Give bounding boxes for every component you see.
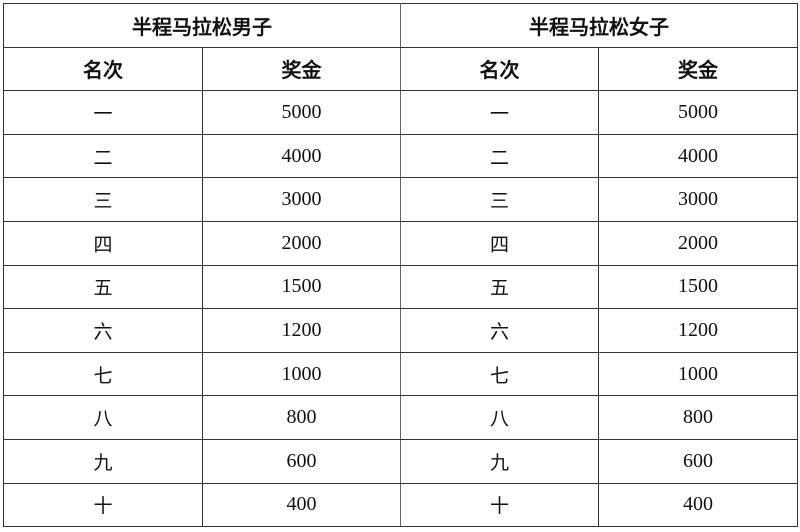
prize-cell: 3000 xyxy=(598,177,798,222)
rank-cell: 九 xyxy=(3,438,203,484)
rank-cell: 六 xyxy=(3,308,203,353)
prize-cell: 800 xyxy=(202,395,401,440)
col-header-prize: 奖金 xyxy=(598,46,798,92)
prize-cell: 1200 xyxy=(598,308,798,353)
prize-cell: 1500 xyxy=(202,264,401,310)
prize-table: 半程马拉松男子 半程马拉松女子 名次 奖金 名次 奖金 一 5000 一 5000 二 4… xyxy=(3,3,798,528)
rank-cell: 十 xyxy=(400,482,599,528)
rank-cell: 九 xyxy=(400,438,599,484)
table-row: 七 1000 七 1000 xyxy=(3,351,798,397)
prize-cell: 600 xyxy=(598,438,798,484)
table-row: 二 4000 二 4000 xyxy=(3,133,798,179)
table-row: 十 400 十 400 xyxy=(3,482,798,528)
table-row: 八 800 八 800 xyxy=(3,395,798,440)
rank-cell: 七 xyxy=(3,351,203,397)
table-row: 三 3000 三 3000 xyxy=(3,177,798,222)
prize-cell: 1000 xyxy=(598,351,798,397)
prize-cell: 1500 xyxy=(598,264,798,310)
prize-cell: 2000 xyxy=(202,220,401,266)
prize-cell: 2000 xyxy=(598,220,798,266)
rank-cell: 二 xyxy=(400,133,599,179)
table-row: 一 5000 一 5000 xyxy=(3,90,798,135)
prize-cell: 800 xyxy=(598,395,798,440)
col-header-rank: 名次 xyxy=(400,46,599,92)
rank-cell: 一 xyxy=(400,90,599,135)
table-row: 五 1500 五 1500 xyxy=(3,264,798,310)
rank-cell: 七 xyxy=(400,351,599,397)
rank-cell: 四 xyxy=(3,220,203,266)
rank-cell: 五 xyxy=(3,264,203,310)
rank-cell: 四 xyxy=(400,220,599,266)
group-title-women: 半程马拉松女子 xyxy=(400,3,798,48)
prize-cell: 400 xyxy=(598,482,798,528)
table-row: 九 600 九 600 xyxy=(3,438,798,484)
rank-cell: 八 xyxy=(400,395,599,440)
col-header-rank: 名次 xyxy=(3,46,203,92)
prize-cell: 600 xyxy=(202,438,401,484)
rank-cell: 八 xyxy=(3,395,203,440)
prize-cell: 3000 xyxy=(202,177,401,222)
rank-cell: 十 xyxy=(3,482,203,528)
table-row: 四 2000 四 2000 xyxy=(3,220,798,266)
rank-cell: 五 xyxy=(400,264,599,310)
rank-cell: 六 xyxy=(400,308,599,353)
rank-cell: 三 xyxy=(3,177,203,222)
col-header-prize: 奖金 xyxy=(202,46,401,92)
table-row: 六 1200 六 1200 xyxy=(3,308,798,353)
prize-cell: 5000 xyxy=(598,90,798,135)
prize-cell: 5000 xyxy=(202,90,401,135)
prize-cell: 400 xyxy=(202,482,401,528)
prize-cell: 4000 xyxy=(202,133,401,179)
rank-cell: 一 xyxy=(3,90,203,135)
rank-cell: 二 xyxy=(3,133,203,179)
group-title-men: 半程马拉松男子 xyxy=(3,3,401,48)
prize-cell: 1000 xyxy=(202,351,401,397)
prize-cell: 4000 xyxy=(598,133,798,179)
rank-cell: 三 xyxy=(400,177,599,222)
prize-cell: 1200 xyxy=(202,308,401,353)
